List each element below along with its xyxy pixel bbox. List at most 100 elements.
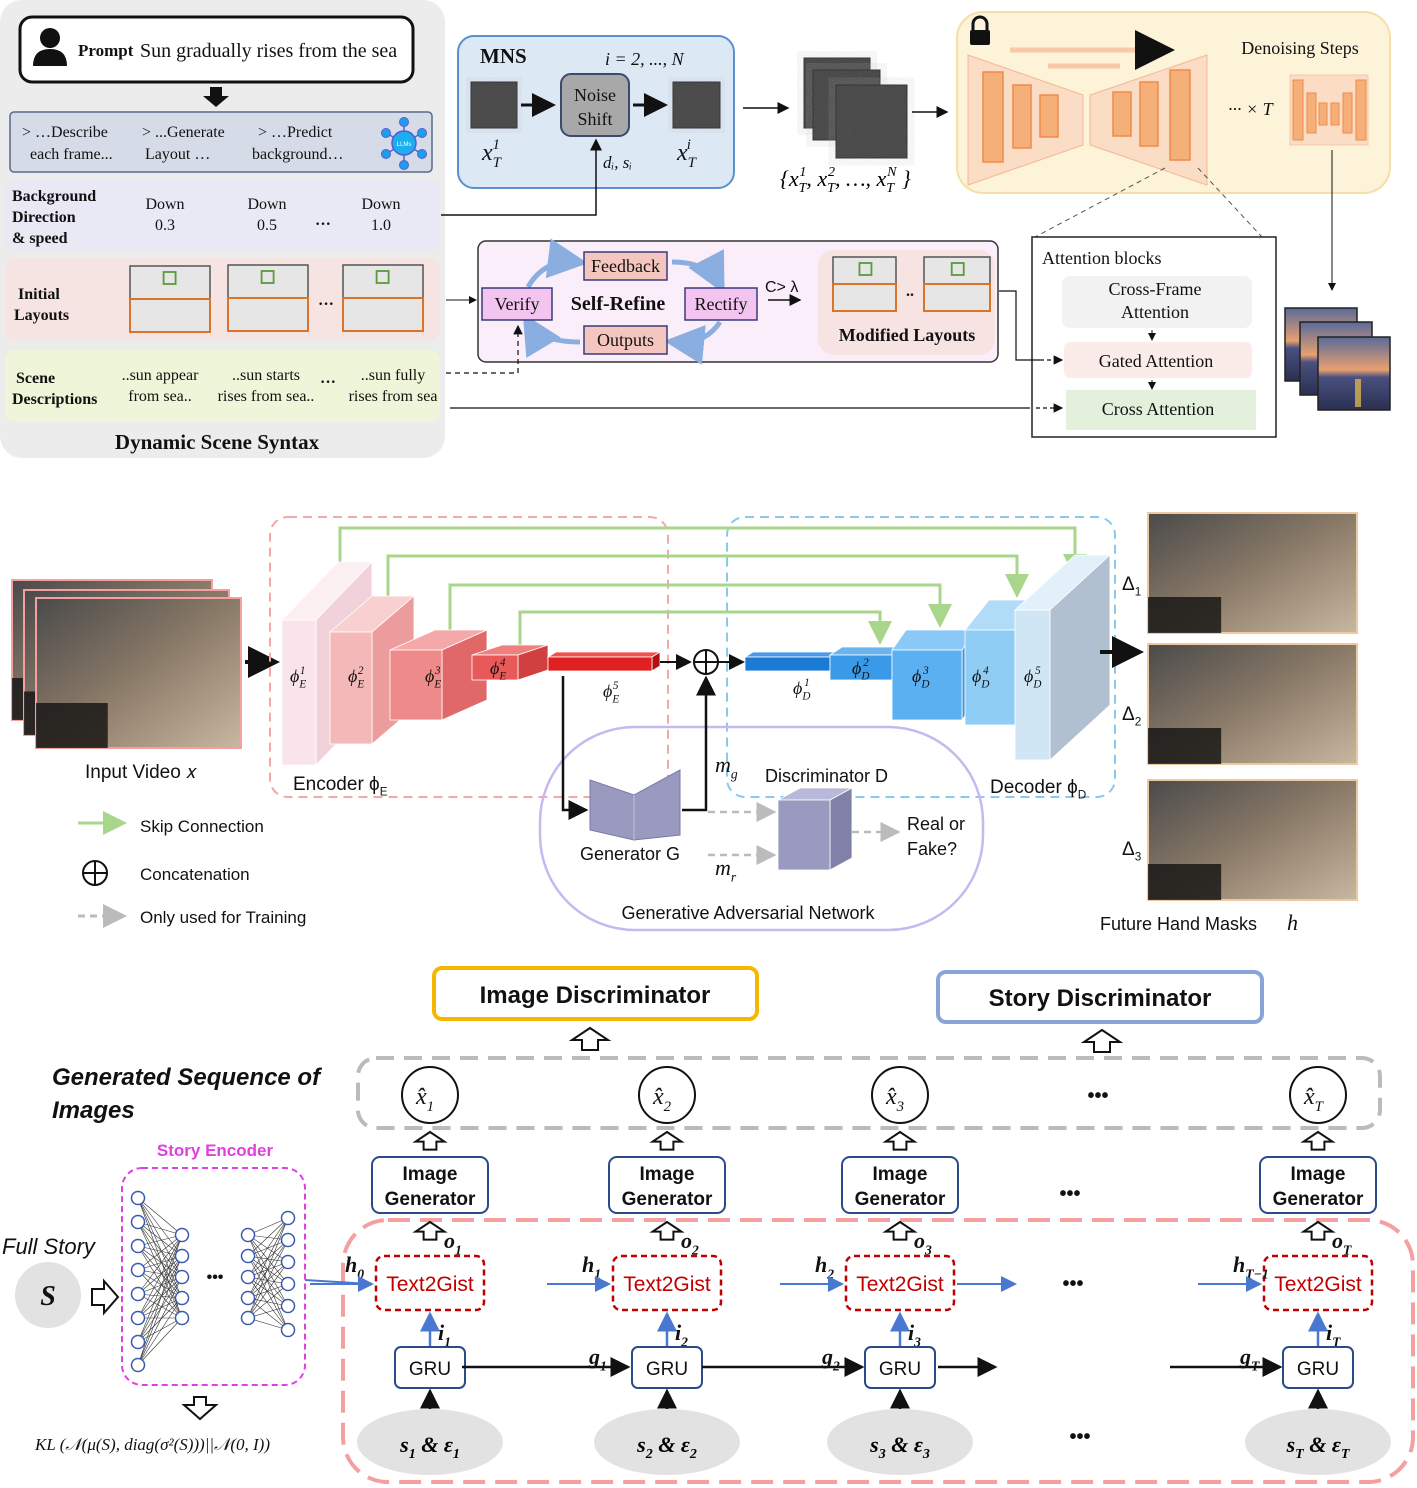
- math-subscript: 2: [1135, 716, 1142, 729]
- noise-set-part: T: [799, 181, 808, 196]
- image-generator-label: Generator: [385, 1189, 476, 1210]
- math-base: o: [1332, 1228, 1343, 1253]
- up-arrow-icon: [412, 1130, 448, 1151]
- math-base: Δ: [1122, 574, 1135, 595]
- gated-attention-label: Gated Attention: [1099, 351, 1213, 371]
- math-subscript: 3: [896, 1099, 904, 1115]
- text2gist-box: [844, 1254, 956, 1312]
- noise-set-part: N: [886, 165, 897, 180]
- generator-to-concat-arrow: [682, 675, 716, 812]
- denoising-steps-label: Denoising Steps: [1241, 38, 1359, 58]
- row-label: Background: [12, 188, 96, 205]
- ellipsis: •••: [1087, 1085, 1108, 1107]
- text2gist-label: Text2Gist: [856, 1273, 944, 1296]
- math-superscript: 1: [300, 665, 306, 677]
- refine-cycle-arrow: [525, 238, 588, 289]
- noise-set-part: {: [780, 166, 789, 191]
- llm-network-icon: LLMs: [381, 117, 427, 170]
- down-arrow-icon: [203, 87, 229, 107]
- mg-label: mg: [715, 752, 738, 782]
- gru-label: GRU: [879, 1359, 921, 1380]
- prompt-label: Prompt: [78, 41, 134, 60]
- up-arrow-icon: [568, 1026, 612, 1051]
- noise-shift-block: [560, 73, 630, 137]
- modified-layouts-title: Modified Layouts: [839, 325, 976, 345]
- scene-descriptions-row: [5, 350, 440, 422]
- g-label: g2: [821, 1344, 840, 1374]
- unet-layer-block: [1039, 94, 1059, 138]
- prompt-box: [18, 15, 415, 84]
- gated-attention-block: [1064, 342, 1252, 378]
- real-or-fake-label: Fake?: [907, 839, 957, 859]
- image-generator-label: Generator: [1273, 1189, 1364, 1210]
- ellipsis: •••: [207, 1269, 224, 1286]
- outputs-box: [583, 325, 668, 355]
- ellipsis: •••: [1059, 1183, 1080, 1205]
- sentence-noise-label: sT & εT: [1286, 1432, 1351, 1462]
- sentence-part: &: [653, 1432, 681, 1457]
- refine-cycle-arrow: [522, 313, 581, 359]
- delta-label: Δ1: [1122, 574, 1141, 599]
- generated-image-node: [871, 1066, 929, 1124]
- encoder-block-label: ϕE5: [603, 680, 619, 706]
- math-base: x̂: [415, 1084, 427, 1110]
- scene-description-line: ..sun appear: [122, 367, 200, 384]
- math-subscript: E: [498, 670, 506, 682]
- story-node: [15, 1262, 81, 1328]
- gru-label: GRU: [409, 1359, 451, 1380]
- math-base: m: [715, 752, 731, 777]
- math-base: x̂: [1303, 1084, 1315, 1110]
- math-base: i: [438, 1320, 445, 1345]
- layout-sky: [923, 256, 991, 285]
- o-label: o2: [681, 1228, 699, 1258]
- background-row: [5, 180, 440, 250]
- noise-set-part: x: [876, 166, 887, 191]
- kl-loss-formula: KL (𝒩(μ(S), diag(σ²(S)))||𝒩(0, I)): [34, 1435, 270, 1454]
- gru-box: [864, 1346, 936, 1389]
- prompt-text: Sun gradually rises from the sea: [140, 40, 397, 62]
- unet-layer-block: [1139, 81, 1159, 147]
- math-subscript: E: [380, 786, 388, 799]
- llm-prompt-box: [9, 111, 433, 173]
- mini-unet-block: [1306, 92, 1317, 134]
- math-subscript: D: [1078, 789, 1087, 802]
- story-sentence-node: [827, 1409, 973, 1475]
- sun-bbox-icon: [375, 270, 390, 284]
- up-arrow-icon: [1300, 1220, 1336, 1241]
- encoder-block-label: ϕE2: [348, 665, 364, 691]
- math-base: Δ: [1122, 839, 1135, 860]
- noise-set-part: ,: [806, 166, 817, 191]
- math-base: h: [815, 1252, 827, 1277]
- text2gist-label: Text2Gist: [386, 1273, 474, 1296]
- up-arrow-icon: [882, 1130, 918, 1151]
- skip-connection: [518, 610, 892, 650]
- mini-unet-block: [1292, 79, 1304, 141]
- math-subscript: 3: [1135, 851, 1142, 864]
- story-sentence-node: [594, 1409, 740, 1475]
- cross-attention-block: [1066, 390, 1256, 430]
- text2gist-label: Text2Gist: [623, 1273, 711, 1296]
- noise-set-part: x: [788, 166, 799, 191]
- generated-sequence-title: Images: [52, 1097, 135, 1124]
- math-superscript: 2: [863, 657, 869, 669]
- xhat-label: x̂1: [415, 1084, 434, 1115]
- generated-images-region: [356, 1056, 1382, 1130]
- verify-box-label: Verify: [495, 294, 540, 314]
- layout-sea-region: [227, 297, 309, 332]
- image-discriminator-box: [432, 966, 759, 1021]
- mns-title: MNS: [480, 44, 527, 68]
- image-generator-label: Generator: [622, 1189, 713, 1210]
- encoder-region: [269, 516, 669, 798]
- unet-layer-block: [1012, 84, 1032, 149]
- math-superscript: 5: [1035, 665, 1041, 677]
- xhat-label: x̂T: [1303, 1084, 1325, 1115]
- image-generator-label: Generator: [855, 1189, 946, 1210]
- scene-description-line: from sea..: [128, 388, 192, 405]
- noise-latent-first-texture: [471, 82, 517, 128]
- math-base: ϕ: [425, 666, 434, 686]
- math-base: i: [1326, 1320, 1333, 1345]
- text2gist-box: [374, 1254, 486, 1312]
- llm-step-line1: > ...Generate: [142, 124, 225, 141]
- math-superscript: 1: [804, 677, 810, 689]
- sentence-part: ε: [444, 1432, 453, 1457]
